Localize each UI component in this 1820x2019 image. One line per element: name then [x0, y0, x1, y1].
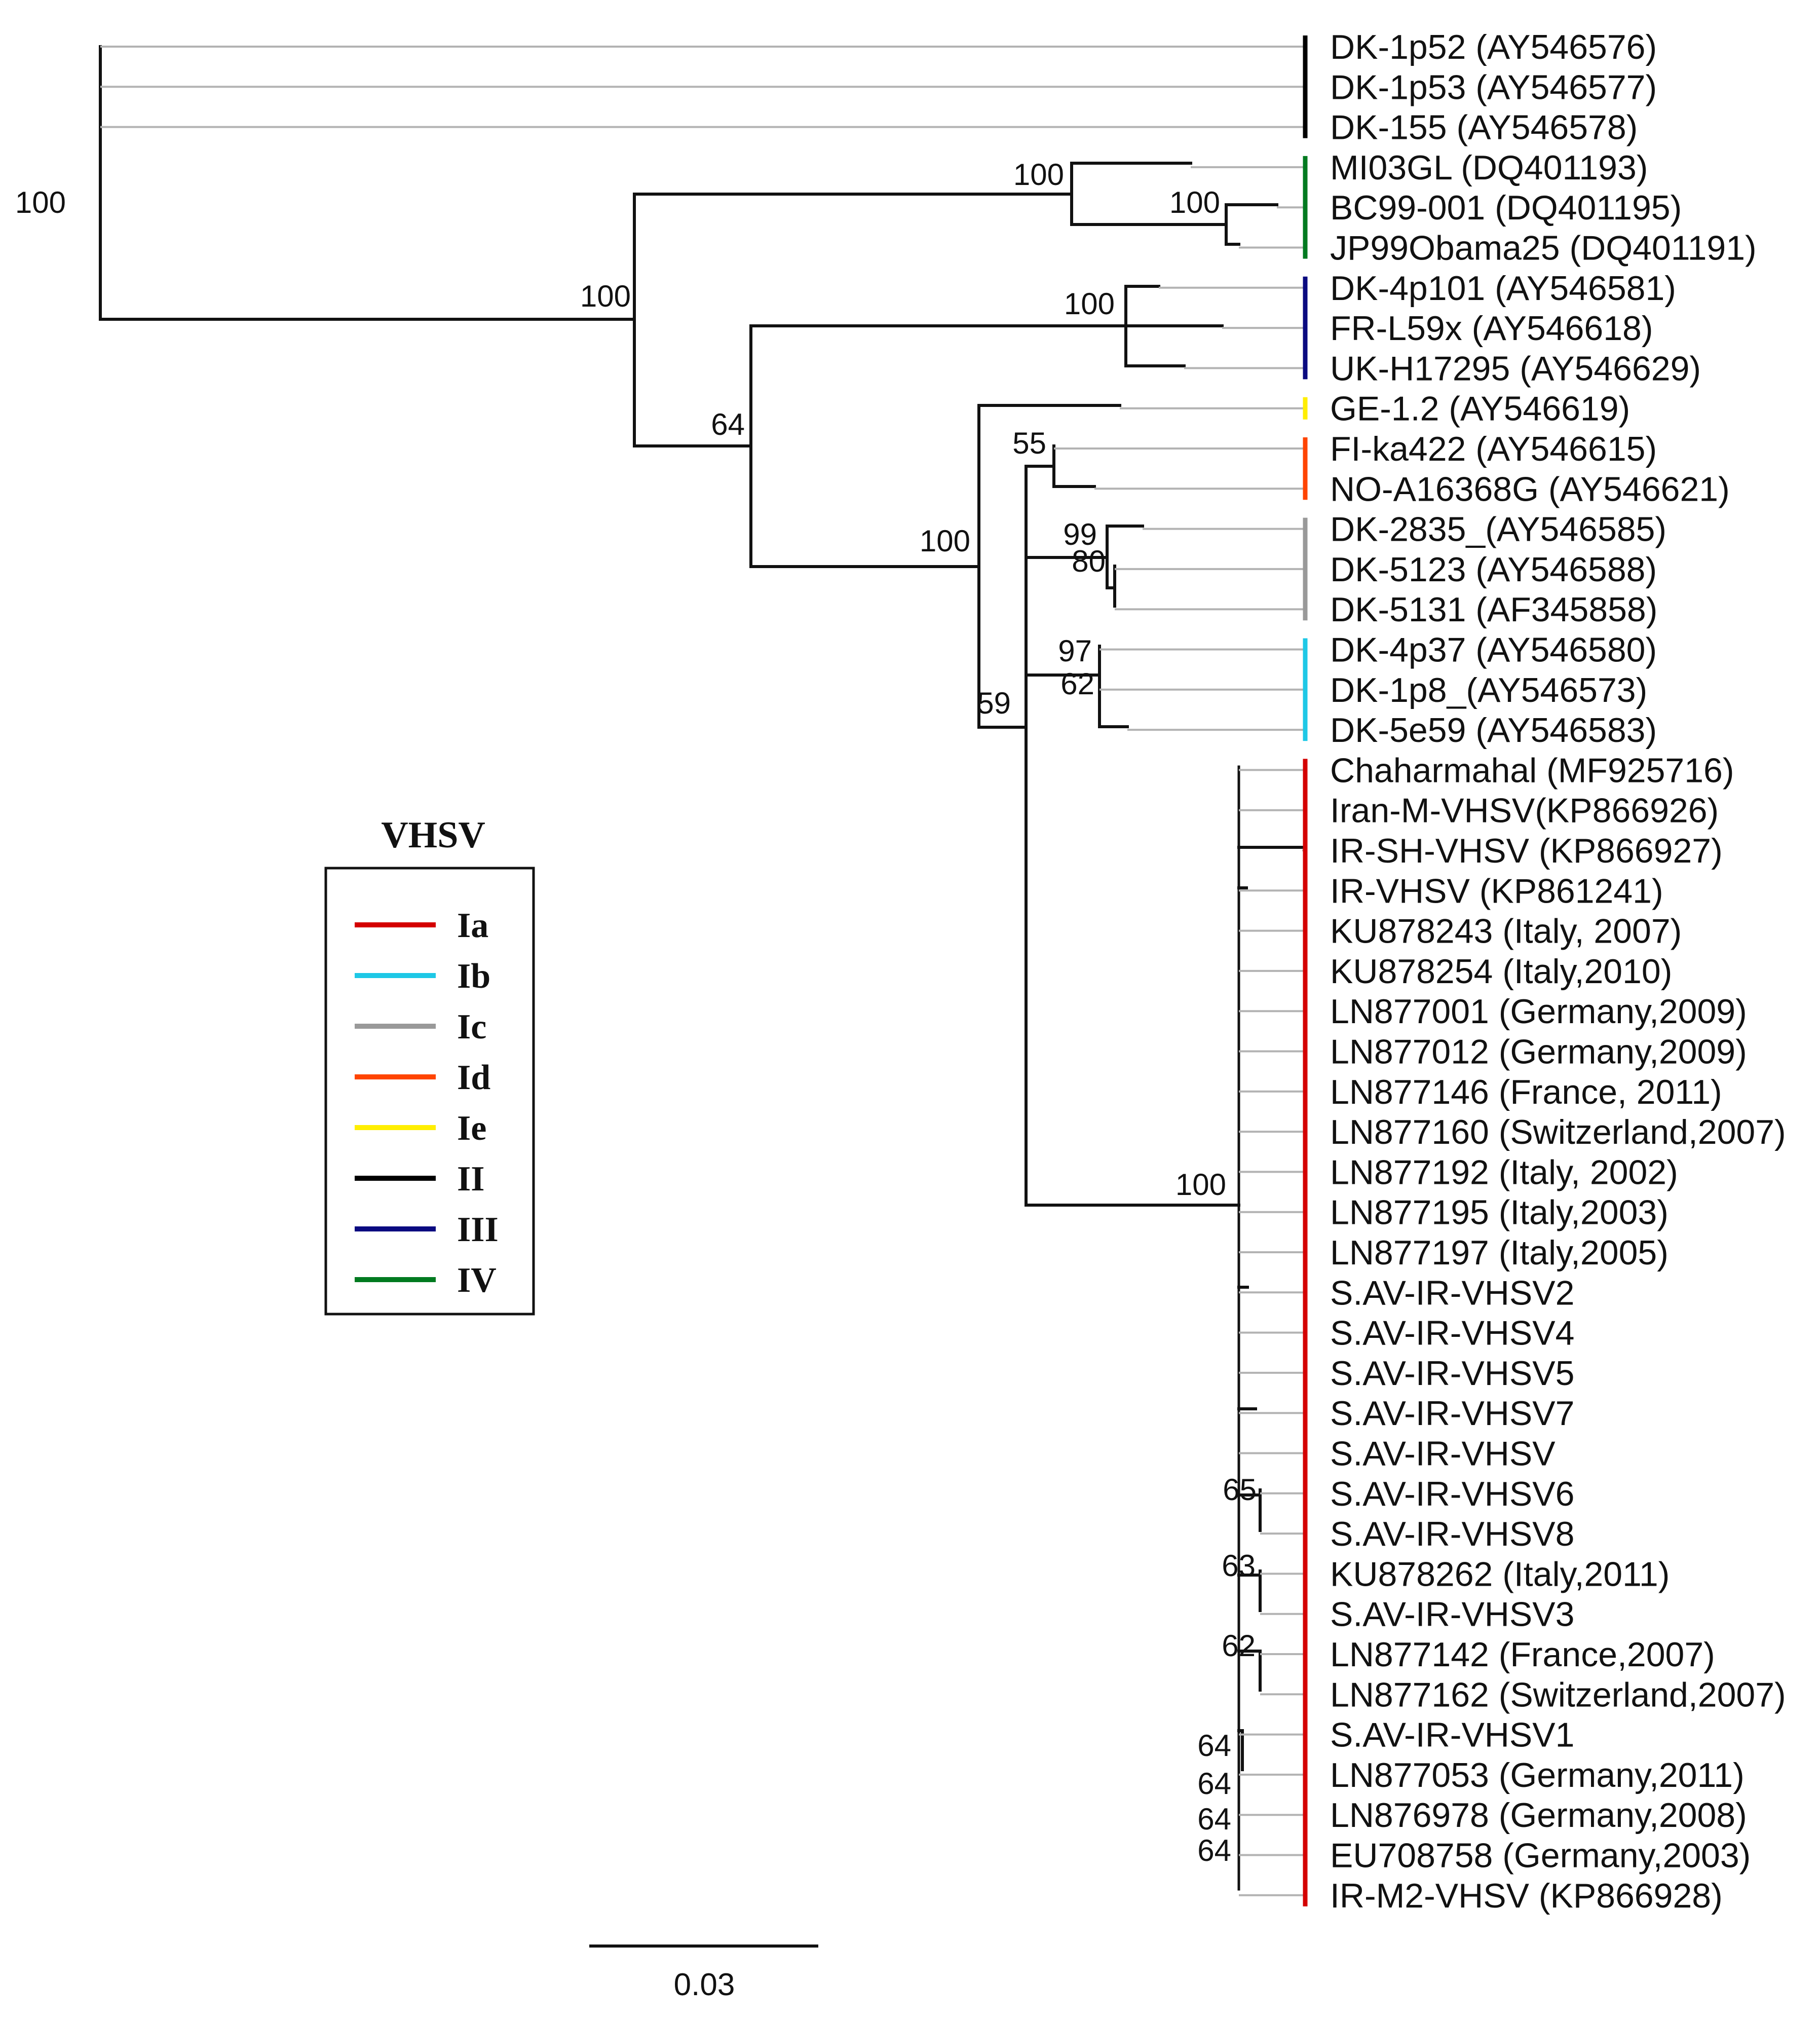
taxon-label: S.AV-IR-VHSV1 [1330, 1716, 1574, 1754]
taxon-label: UK-H17295 (AY546629) [1330, 349, 1701, 388]
taxon-label: DK-1p53 (AY546577) [1330, 68, 1657, 106]
bootstrap-value: 99 [1063, 517, 1097, 551]
taxon-label: S.AV-IR-VHSV2 [1330, 1274, 1574, 1312]
taxon-label: S.AV-IR-VHSV8 [1330, 1515, 1574, 1553]
taxon-label: LN877160 (Switzerland,2007) [1330, 1113, 1786, 1151]
taxon-label: LN877192 (Italy, 2002) [1330, 1153, 1678, 1191]
bootstrap-value: 80 [1072, 544, 1106, 578]
taxon-label: JP99Obama25 (DQ401191) [1330, 229, 1757, 268]
taxon-label: S.AV-IR-VHSV4 [1330, 1314, 1574, 1353]
legend-label-iii: III [457, 1210, 499, 1249]
legend-label-id: Id [457, 1058, 490, 1097]
bootstrap-value: 62 [1060, 667, 1094, 701]
taxon-label: Iran-M-VHSV(KP866926) [1330, 792, 1719, 830]
bootstrap-value: 100 [1064, 287, 1115, 321]
taxon-label: S.AV-IR-VHSV6 [1330, 1475, 1574, 1513]
taxon-label: DK-5e59 (AY546583) [1330, 711, 1657, 750]
bootstrap-value: 64 [1197, 1729, 1231, 1763]
tree-branches [99, 45, 1304, 1891]
taxon-label: Chaharmahal (MF925716) [1330, 751, 1734, 790]
bootstrap-value: 100 [1169, 185, 1220, 219]
taxon-label: LN877146 (France, 2011) [1330, 1073, 1722, 1111]
taxon-label: KU878254 (Italy,2010) [1330, 952, 1672, 991]
bootstrap-value: 55 [1012, 426, 1046, 460]
taxon-label: DK-4p101 (AY546581) [1330, 269, 1676, 308]
bootstrap-value: 64 [1197, 1767, 1231, 1801]
leaf-connector-lines [100, 46, 1303, 1896]
taxon-label: LN877197 (Italy,2005) [1330, 1233, 1669, 1272]
taxon-label: LN877162 (Switzerland,2007) [1330, 1675, 1786, 1714]
bootstrap-value: 100 [1176, 1168, 1226, 1202]
taxon-label: KU878262 (Italy,2011) [1330, 1555, 1670, 1593]
taxon-label: S.AV-IR-VHSV7 [1330, 1394, 1574, 1433]
taxon-label: GE-1.2 (AY546619) [1330, 390, 1630, 428]
bootstrap-value: 100 [580, 279, 631, 313]
taxon-label: DK-4p37 (AY546580) [1330, 631, 1657, 669]
taxon-label: BC99-001 (DQ401195) [1330, 189, 1682, 227]
taxon-label: LN877012 (Germany,2009) [1330, 1033, 1747, 1071]
taxon-label: LN877053 (Germany,2011) [1330, 1756, 1745, 1794]
taxon-label: FR-L59x (AY546618) [1330, 309, 1653, 348]
legend-label-ii: II [457, 1160, 484, 1199]
bootstrap-value: 97 [1058, 634, 1092, 668]
taxon-label: DK-5131 (AF345858) [1330, 590, 1657, 629]
scale-bar: 0.03 [589, 1945, 818, 2002]
bootstrap-value: 64 [1197, 1802, 1231, 1836]
taxon-label: LN876978 (Germany,2008) [1330, 1796, 1747, 1835]
bootstrap-value: 100 [1013, 158, 1064, 192]
taxon-label: LN877142 (France,2007) [1330, 1635, 1715, 1674]
legend-label-ic: Ic [457, 1007, 486, 1046]
taxon-label: S.AV-IR-VHSV3 [1330, 1595, 1574, 1634]
taxon-label: KU878243 (Italy, 2007) [1330, 912, 1682, 951]
bootstrap-value: 64 [711, 407, 745, 441]
bootstrap-value: 62 [1222, 1629, 1256, 1663]
taxon-label: EU708758 (Germany,2003) [1330, 1837, 1751, 1875]
legend-label-iv: IV [457, 1261, 497, 1300]
bootstrap-value: 64 [1197, 1834, 1231, 1867]
taxon-label: IR-M2-VHSV (KP866928) [1330, 1877, 1723, 1915]
legend-label-ia: Ia [457, 906, 488, 945]
bootstrap-value: 63 [1222, 1549, 1256, 1583]
taxon-label: IR-VHSV (KP861241) [1330, 872, 1663, 910]
taxon-label: FI-ka422 (AY546615) [1330, 430, 1657, 468]
taxon-label: DK-1p8_(AY546573) [1330, 671, 1647, 709]
legend-box [324, 867, 535, 1316]
taxon-label: LN877001 (Germany,2009) [1330, 992, 1747, 1031]
taxon-label: DK-5123 (AY546588) [1330, 550, 1657, 589]
taxon-label: NO-A16368G (AY546621) [1330, 470, 1730, 508]
bootstrap-value: 65 [1223, 1473, 1257, 1507]
taxon-label: DK-1p52 (AY546576) [1330, 28, 1657, 66]
taxon-label: LN877195 (Italy,2003) [1330, 1193, 1669, 1232]
taxon-label: S.AV-IR-VHSV5 [1330, 1354, 1574, 1393]
bootstrap-value: 59 [977, 686, 1011, 720]
legend-label-ib: Ib [457, 957, 490, 996]
taxon-labels: DK-1p52 (AY546576)DK-1p53 (AY546577)DK-1… [1330, 28, 1786, 1915]
bootstrap-value: 100 [15, 185, 66, 219]
taxon-label: MI03GL (DQ401193) [1330, 148, 1648, 187]
legend-label-ie: Ie [457, 1109, 486, 1148]
taxon-label: IR-SH-VHSV (KP866927) [1330, 832, 1723, 870]
scale-bar-label: 0.03 [674, 1967, 735, 2002]
bootstrap-value: 100 [920, 524, 970, 558]
legend-title: VHSV [381, 814, 485, 856]
taxon-label: S.AV-IR-VHSV [1330, 1435, 1556, 1473]
taxon-label: DK-2835_(AY546585) [1330, 510, 1666, 549]
taxon-label: DK-155 (AY546578) [1330, 108, 1638, 147]
